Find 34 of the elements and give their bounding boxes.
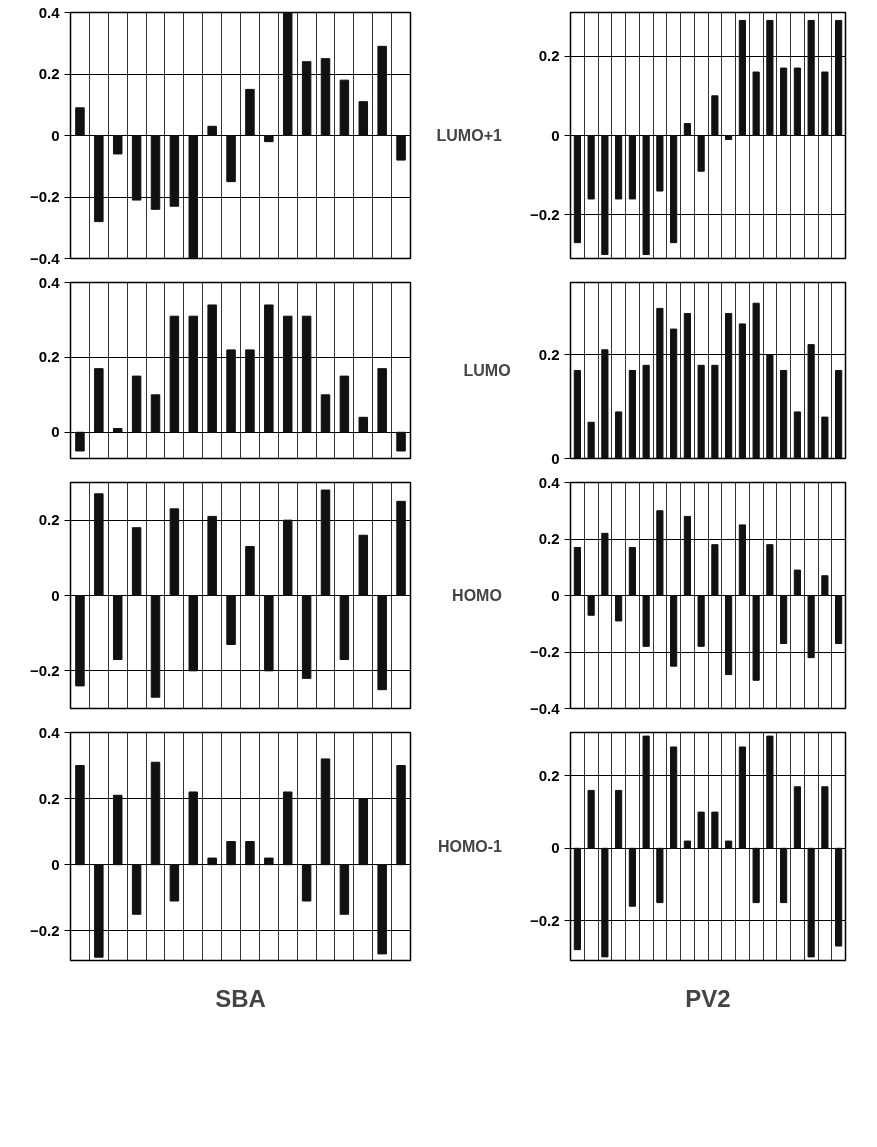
y-tick-label: 0.4 — [38, 723, 61, 741]
x-axis-title: PV2 — [685, 984, 731, 1012]
y-tick-label: 0 — [551, 839, 560, 857]
y-tick-label: −0.2 — [29, 921, 60, 939]
y-tick-label: 0.2 — [38, 348, 60, 366]
y-tick-label: 0.4 — [38, 3, 61, 21]
x-axis-title: SBA — [215, 984, 266, 1012]
y-tick-label: 0 — [51, 423, 60, 441]
y-tick-label: −0.2 — [529, 205, 560, 223]
y-tick-label: 0 — [551, 586, 560, 604]
y-tick-label: 0.2 — [538, 766, 560, 784]
y-tick-label: 0.2 — [38, 789, 60, 807]
y-tick-label: 0.4 — [38, 273, 61, 291]
y-tick-label: −0.4 — [29, 249, 61, 267]
y-tick-label: 0.2 — [538, 47, 560, 65]
y-tick-label: 0.2 — [38, 511, 60, 529]
y-tick-label: −0.4 — [529, 699, 561, 717]
y-tick-label: 0 — [551, 126, 560, 144]
y-axis-title: LUMO+1 — [436, 127, 502, 144]
y-axis-title: HOMO — [452, 587, 502, 604]
y-axis-title: LUMO — [463, 362, 511, 379]
y-tick-label: −0.2 — [529, 911, 560, 929]
y-tick-label: 0.2 — [38, 65, 60, 82]
y-tick-label: 0 — [51, 586, 60, 604]
y-tick-label: 0.2 — [538, 345, 560, 363]
y-tick-label: 0 — [551, 449, 560, 467]
y-tick-label: 0.2 — [538, 530, 560, 547]
y-tick-label: 0.4 — [538, 473, 561, 491]
y-tick-label: −0.2 — [529, 643, 560, 660]
y-tick-label: −0.2 — [29, 188, 60, 205]
y-tick-label: 0 — [51, 855, 60, 873]
y-axis-title: HOMO-1 — [437, 838, 502, 855]
y-tick-label: 0 — [51, 126, 60, 144]
y-tick-label: −0.2 — [29, 661, 60, 679]
